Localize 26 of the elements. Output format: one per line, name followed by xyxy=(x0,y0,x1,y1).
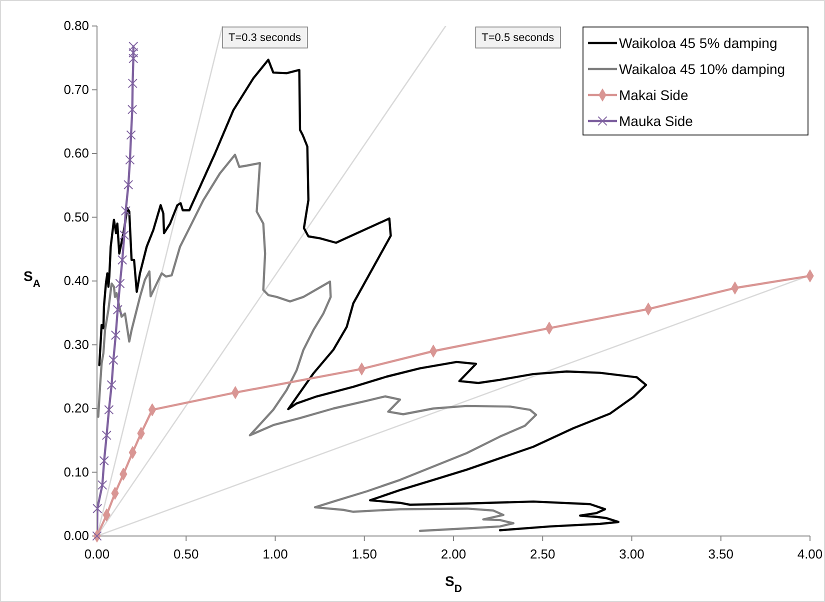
annotation: T=0.5 seconds xyxy=(482,32,555,44)
y-axis-title: S$_{A}$ xyxy=(24,268,41,290)
annotation: T=0.3 seconds xyxy=(228,32,302,44)
x-tick-label: 1.50 xyxy=(352,546,378,562)
x-tick-label: 2.50 xyxy=(530,546,556,562)
x-tick-label: 4.00 xyxy=(797,546,823,562)
y-tick-label: 0.30 xyxy=(64,336,89,352)
y-tick-label: 0.00 xyxy=(64,528,89,544)
x-tick-label: 1.00 xyxy=(262,546,288,562)
x-axis-title: S$_{D}$ xyxy=(445,573,462,595)
x-tick-label: 0.00 xyxy=(84,546,110,562)
x-tick-label: 3.00 xyxy=(619,546,644,562)
y-tick-label: 0.70 xyxy=(64,82,89,97)
x-tick-label: 3.50 xyxy=(708,546,734,562)
legend-label: Waikaloa 45 10% damping xyxy=(619,61,786,77)
y-tick-label: 0.50 xyxy=(64,209,89,224)
y-tick-label: 0.60 xyxy=(64,146,89,161)
y-tick-label: 0.20 xyxy=(64,400,89,416)
x-tick-label: 0.50 xyxy=(173,546,199,562)
x-tick-label: 2.00 xyxy=(440,546,466,562)
legend-label: Waikoloa 45 5% damping xyxy=(619,35,778,51)
y-tick-label: 0.10 xyxy=(64,464,89,480)
legend-label: Mauka Side xyxy=(619,113,694,129)
legend-label: Makai Side xyxy=(619,87,688,103)
y-tick-label: 0.80 xyxy=(64,18,89,34)
y-tick-label: 0.40 xyxy=(64,273,89,288)
